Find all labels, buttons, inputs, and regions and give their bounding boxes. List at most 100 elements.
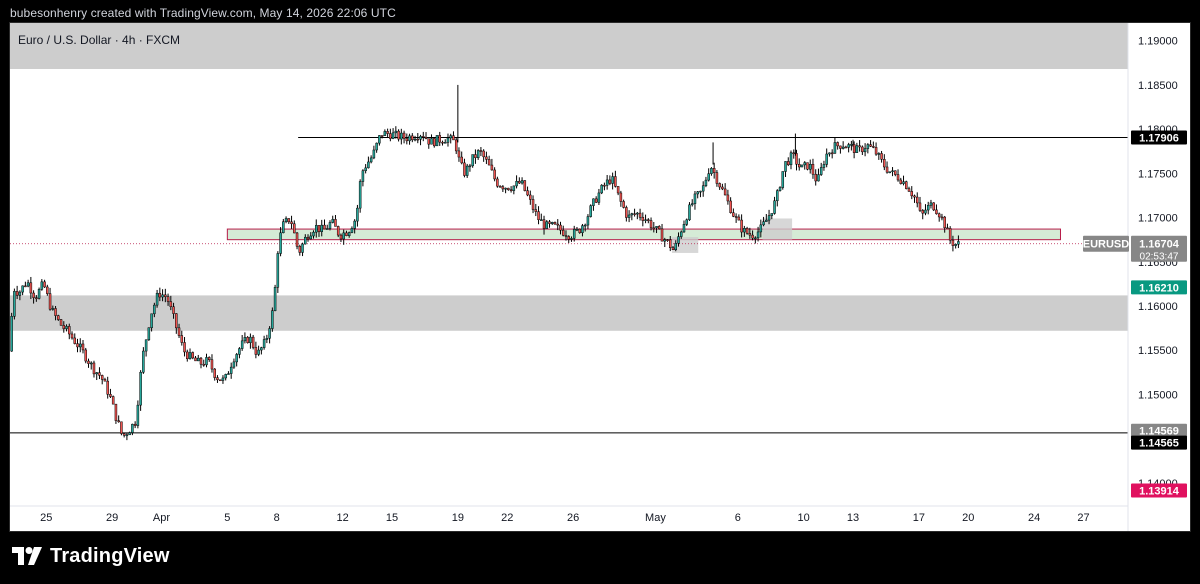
candle: [765, 214, 768, 222]
candle: [224, 373, 227, 381]
candle: [18, 290, 22, 301]
candle: [682, 220, 686, 233]
candle: [529, 190, 532, 205]
candle: [690, 199, 694, 207]
candle: [186, 349, 189, 362]
candle: [872, 141, 875, 149]
candle: [819, 162, 823, 176]
candle: [207, 356, 211, 362]
candle: [847, 142, 850, 153]
candle: [183, 337, 186, 357]
candle: [106, 376, 109, 399]
candle: [888, 171, 892, 174]
candle: [427, 138, 431, 149]
chart-title: Euro / U.S. Dollar · 4h · FXCM: [18, 33, 180, 47]
candle: [235, 352, 238, 367]
candle: [718, 182, 721, 190]
candle: [128, 431, 131, 436]
candle: [551, 221, 554, 225]
candle: [572, 225, 576, 242]
candle: [46, 284, 49, 296]
candle: [679, 230, 683, 239]
candle: [669, 236, 672, 252]
candle: [353, 219, 356, 234]
candle: [290, 215, 293, 229]
candle: [260, 346, 263, 355]
candle: [710, 167, 713, 176]
current-price-label-bg: [1131, 235, 1187, 262]
candle: [841, 141, 845, 150]
candle: [251, 334, 255, 350]
candle: [155, 289, 159, 308]
candle: [441, 140, 444, 146]
candle: [164, 288, 167, 303]
candle: [523, 180, 527, 192]
candle: [411, 133, 414, 143]
candle: [625, 205, 628, 222]
candle: [43, 279, 46, 288]
candle: [778, 186, 782, 192]
candle: [293, 220, 296, 234]
candle: [907, 186, 911, 192]
x-tick-label: 27: [1077, 512, 1089, 524]
candle: [400, 128, 403, 145]
candle: [767, 209, 771, 225]
x-tick-label: 5: [224, 512, 230, 524]
candle: [715, 170, 719, 187]
candle: [114, 403, 118, 424]
candle: [707, 168, 710, 182]
y-tick-label: 1.18500: [1138, 80, 1178, 92]
candle: [937, 212, 941, 222]
candle: [358, 179, 362, 213]
candle: [76, 338, 79, 353]
candle: [369, 155, 373, 164]
candle: [57, 314, 60, 321]
x-tick-label: 12: [336, 512, 348, 524]
candle: [383, 129, 387, 136]
candle: [243, 332, 247, 344]
candle: [850, 140, 853, 151]
candle: [540, 213, 543, 221]
candle: [737, 214, 741, 221]
candle: [811, 158, 815, 179]
candle: [279, 227, 282, 257]
candle: [246, 336, 249, 344]
candle: [287, 218, 291, 225]
candle: [397, 129, 400, 142]
candle: [534, 203, 538, 217]
candle: [161, 289, 164, 302]
candle: [315, 219, 318, 238]
y-tick-label: 1.15500: [1138, 345, 1178, 357]
candle: [65, 324, 68, 332]
candle: [158, 287, 162, 302]
candle: [474, 149, 477, 164]
candle: [636, 211, 639, 220]
candle: [921, 209, 924, 220]
candle: [622, 199, 625, 209]
candle: [21, 285, 24, 296]
candle: [932, 202, 935, 212]
candle: [507, 187, 510, 191]
candle: [197, 354, 200, 362]
candle: [743, 225, 746, 237]
candle: [471, 154, 474, 168]
candle: [877, 152, 881, 160]
candle: [188, 348, 192, 360]
candle: [68, 323, 71, 340]
candle: [166, 293, 170, 306]
tradingview-logo[interactable]: TradingView: [12, 543, 170, 569]
candle: [98, 367, 101, 380]
candle: [496, 176, 499, 188]
candle: [240, 334, 244, 351]
candle: [232, 358, 236, 369]
candle: [797, 158, 801, 171]
candle: [375, 142, 378, 153]
candle: [726, 189, 730, 205]
candle: [79, 338, 82, 353]
candle: [732, 208, 735, 218]
candle: [781, 171, 785, 190]
x-tick-label: 13: [847, 512, 859, 524]
attribution-text: bubesonhenry created with TradingView.co…: [10, 6, 396, 20]
